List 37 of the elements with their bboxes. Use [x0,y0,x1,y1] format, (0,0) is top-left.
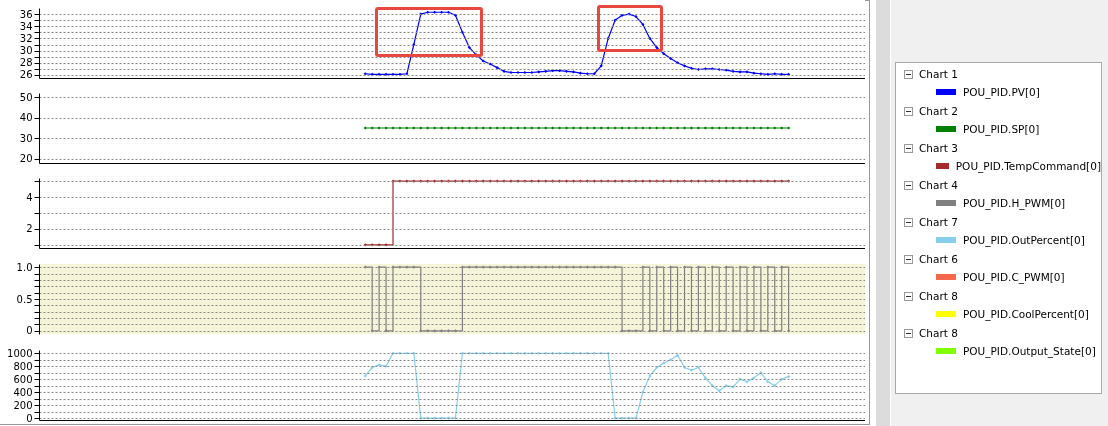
legend-label: POU_PID.TempCommand[0] [955,160,1101,172]
y-tick-label: 30 [19,45,33,57]
y-tick-label: 400 [13,386,33,398]
caption: Chart 8 [919,327,958,339]
y-tick-label: 30 [19,132,33,144]
y-tick-label: 36 [19,8,33,20]
y-tick-label: 40 [19,112,33,124]
legend-label: POU_PID.C_PWM[0] [963,271,1065,283]
y-tick-label: 1.0 [16,261,33,273]
legend-title: Chart 3 [919,142,958,154]
y-tick-label: 1000 [7,347,33,359]
legend-title: Chart 7 [919,216,958,228]
legend-title: Chart 1 [919,68,958,80]
y-tick-label: 0.5 [16,293,33,305]
legend-label: POU_PID.Output_State[0] [963,345,1096,357]
y-tick-label: 200 [13,399,33,411]
y-tick-label: 600 [13,373,33,385]
y-tick-label: 50 [19,91,33,103]
y-tick-label: 32 [19,32,33,44]
legend-label: POU_PID.PV[0] [963,86,1040,98]
y-tick-label: 4 [26,191,33,203]
caption: Chart 6 [919,253,958,265]
y-tick-label: 20 [19,153,33,165]
caption: Chart 8 [919,290,958,302]
y-tick-label: 26 [19,69,33,81]
legend-label: POU_PID.SP[0] [963,123,1040,135]
y-tick-label: 0 [26,325,33,337]
y-tick-label: 800 [13,360,33,372]
legend-label: POU_PID.CoolPercent[0] [963,308,1089,320]
y-tick-label: 2 [26,223,33,235]
legend-label: POU_PID.OutPercent[0] [963,234,1085,246]
y-tick-label: 34 [19,20,33,32]
legend-label: POU_PID.H_PWM[0] [963,197,1066,209]
legend-title: Chart 2 [919,105,958,117]
legend-title: Chart 4 [919,179,958,191]
y-tick-label: 28 [19,57,33,69]
y-tick-label: 0 [26,412,33,424]
